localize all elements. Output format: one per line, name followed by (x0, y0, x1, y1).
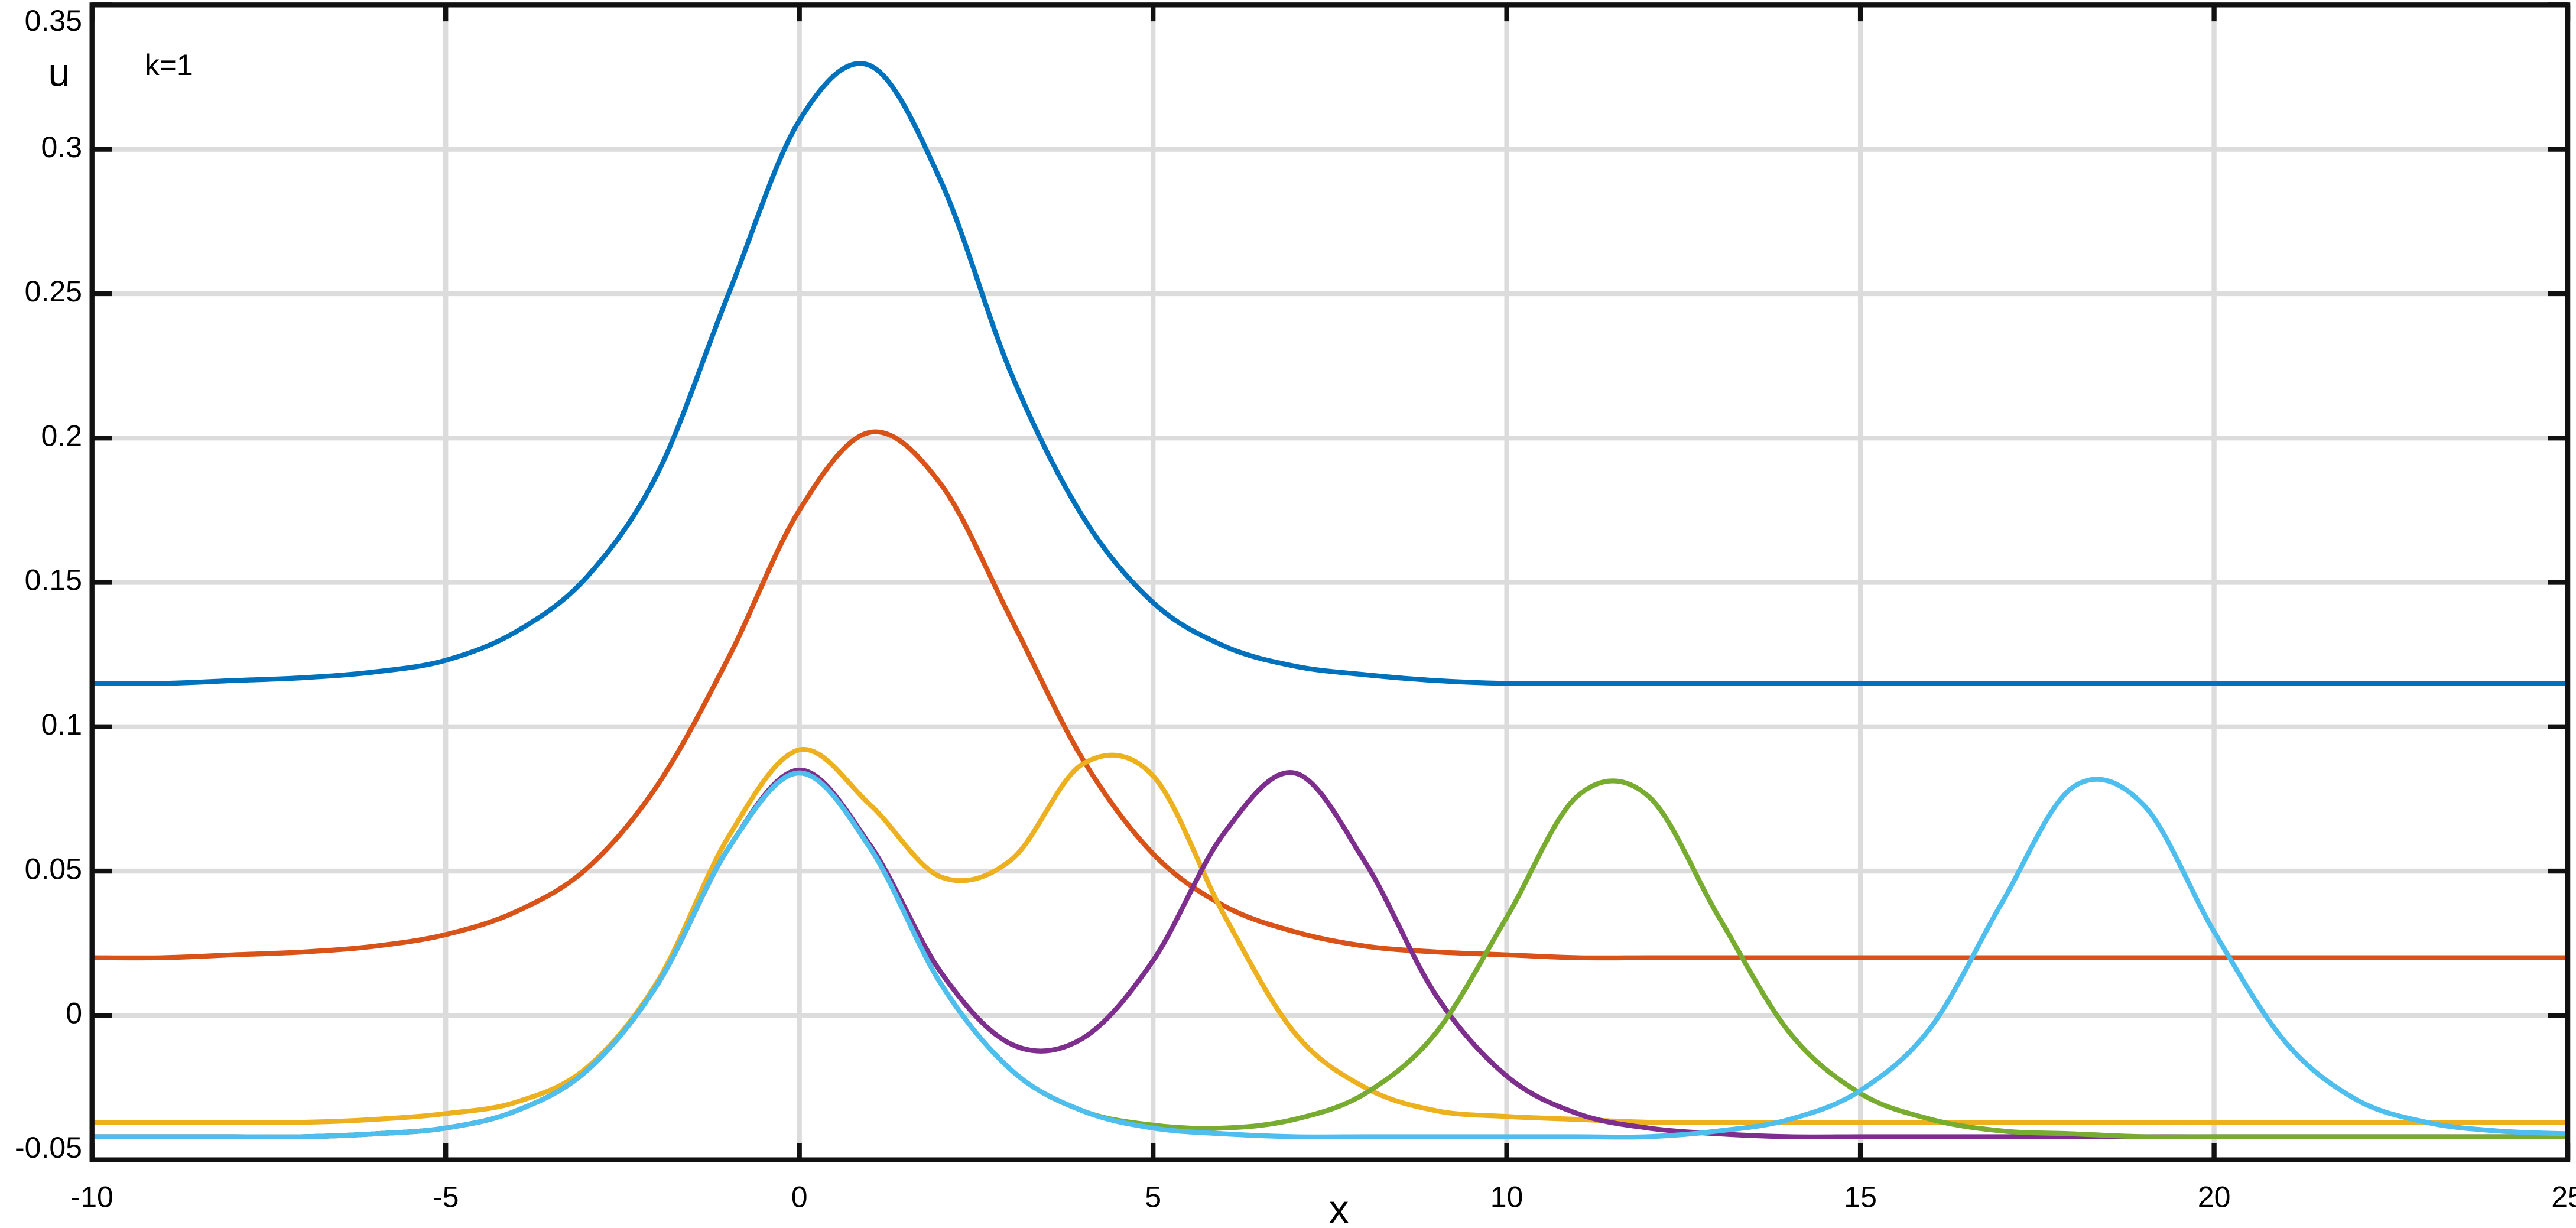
y-tick-label: 0.15 (25, 564, 82, 597)
x-tick-label: 20 (2198, 1181, 2231, 1214)
series-line (92, 746, 2568, 1125)
ticks: -10 -5 0 5 10 15 20 25 -0.05 0 0.05 0.1 0.15 0.2 0.25 0… (15, 2, 2576, 1214)
y-axis-label: u (48, 51, 70, 95)
y-tick-label: 0.3 (41, 131, 82, 164)
series-line (92, 770, 2568, 1140)
lines (92, 61, 2568, 1140)
y-tick-label: 0.05 (25, 852, 82, 885)
x-tick-label: 25 (2551, 1181, 2576, 1214)
y-tick-label: -0.05 (15, 1131, 82, 1164)
y-tick-label: 0.1 (41, 708, 82, 741)
x-tick-label: 5 (1145, 1181, 1161, 1214)
series-line (92, 429, 2568, 961)
y-tick-label: 0 (66, 997, 82, 1030)
x-tick-label: 15 (1844, 1181, 1877, 1214)
x-tick-label: 10 (1490, 1181, 1523, 1214)
annotation: k=1 (145, 48, 193, 82)
y-tick-label: 0.35 (25, 4, 82, 37)
x-axis-label: x (1329, 1188, 1349, 1228)
y-tick-label: 0.25 (25, 275, 82, 308)
series-line (92, 61, 2568, 687)
x-tick-label: -5 (433, 1181, 459, 1214)
x-tick-label: 0 (791, 1181, 808, 1214)
y-tick-label: 0.2 (41, 419, 82, 452)
x-tick-label: -10 (71, 1181, 113, 1214)
